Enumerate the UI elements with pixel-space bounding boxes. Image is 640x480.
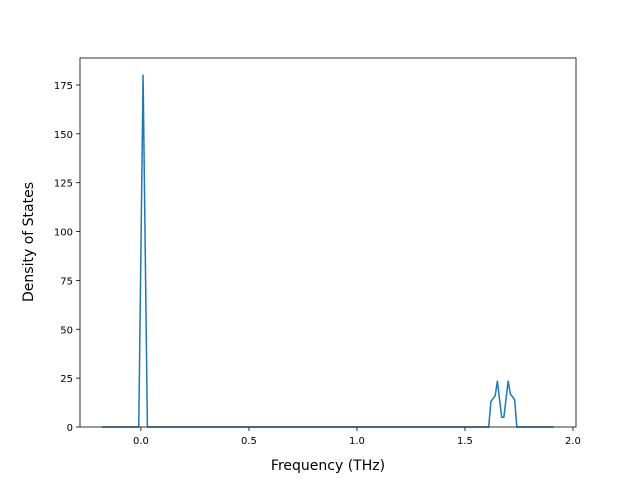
y-tick-label: 125 bbox=[54, 179, 73, 190]
y-tick-label: 175 bbox=[54, 81, 73, 92]
line bbox=[102, 74, 554, 428]
x-tick-label: 2.0 bbox=[565, 436, 581, 447]
x-tick-label: 1.0 bbox=[349, 436, 365, 447]
x-tick-label: 0.0 bbox=[133, 436, 149, 447]
y-tick-label: 25 bbox=[60, 374, 73, 385]
y-axis-label: Density of States bbox=[21, 182, 37, 302]
y-tick-label: 150 bbox=[54, 130, 73, 141]
x-axis-label: Frequency (THz) bbox=[271, 458, 385, 474]
x-tick-label: 1.5 bbox=[457, 436, 473, 447]
y-tick-label: 0 bbox=[67, 423, 73, 434]
plot-frame bbox=[79, 57, 577, 428]
y-tick-label: 75 bbox=[60, 276, 73, 287]
x-tick-label: 0.5 bbox=[241, 436, 257, 447]
y-tick-label: 50 bbox=[60, 325, 73, 336]
y-tick-label: 100 bbox=[54, 228, 73, 239]
